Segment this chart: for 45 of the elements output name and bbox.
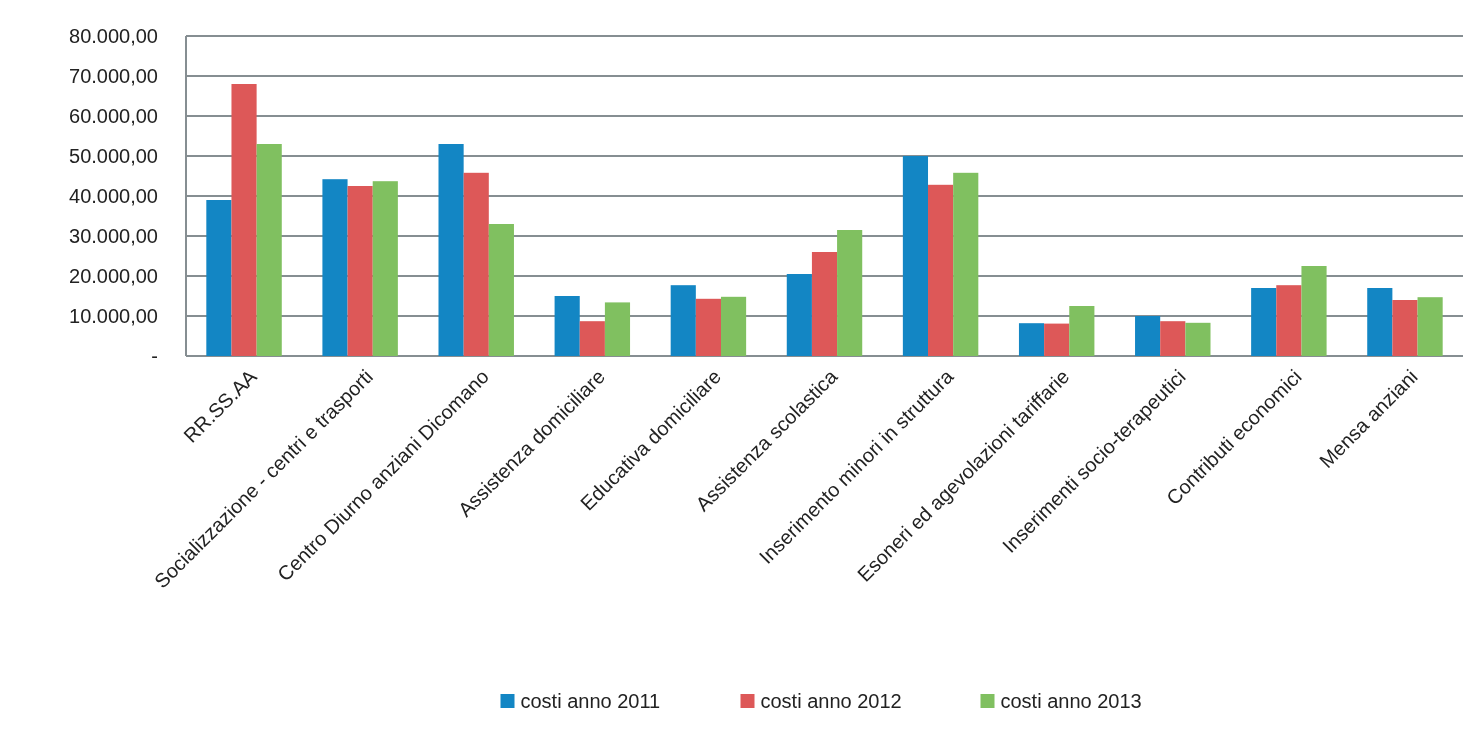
bar [902,156,929,356]
y-tick-label: 20.000,00 [69,265,158,287]
y-tick-label: 70.000,00 [69,65,158,87]
bar [1160,321,1186,356]
bar [579,321,605,356]
bar [837,230,863,356]
bar [372,181,398,356]
bar [488,224,514,356]
bar [1044,323,1070,356]
y-tick-label: 60.000,00 [69,105,158,127]
bar [811,252,838,356]
bar [554,296,580,356]
bar [438,144,464,356]
y-tick-label: 30.000,00 [69,225,158,247]
bar [256,144,282,356]
y-tick-label: 50.000,00 [69,145,158,167]
legend-label: costi anno 2013 [1000,690,1142,712]
y-tick-label: - [151,345,158,367]
bar [720,296,747,356]
legend-label: costi anno 2011 [520,690,661,712]
y-tick-label: 80.000,00 [69,25,158,47]
bar [1018,323,1045,356]
bar [928,184,954,356]
bar [1367,288,1393,356]
bar [695,298,721,356]
bar [322,179,348,356]
bar [463,172,489,356]
y-tick-label: 10.000,00 [69,305,158,327]
bar [786,274,812,356]
bar [1276,285,1302,356]
y-tick-label: 40.000,00 [69,185,158,207]
bar [231,84,257,356]
legend-label: costi anno 2012 [760,690,902,712]
bar [1251,288,1277,356]
bar [604,302,631,356]
bar [670,285,696,356]
bar [1392,300,1418,356]
bar [1135,316,1161,356]
bar [347,186,373,356]
bar [1185,322,1211,356]
bar [1301,266,1327,356]
bar [1417,297,1443,356]
bar [1069,306,1095,356]
bar [206,200,232,356]
bar [953,172,979,356]
